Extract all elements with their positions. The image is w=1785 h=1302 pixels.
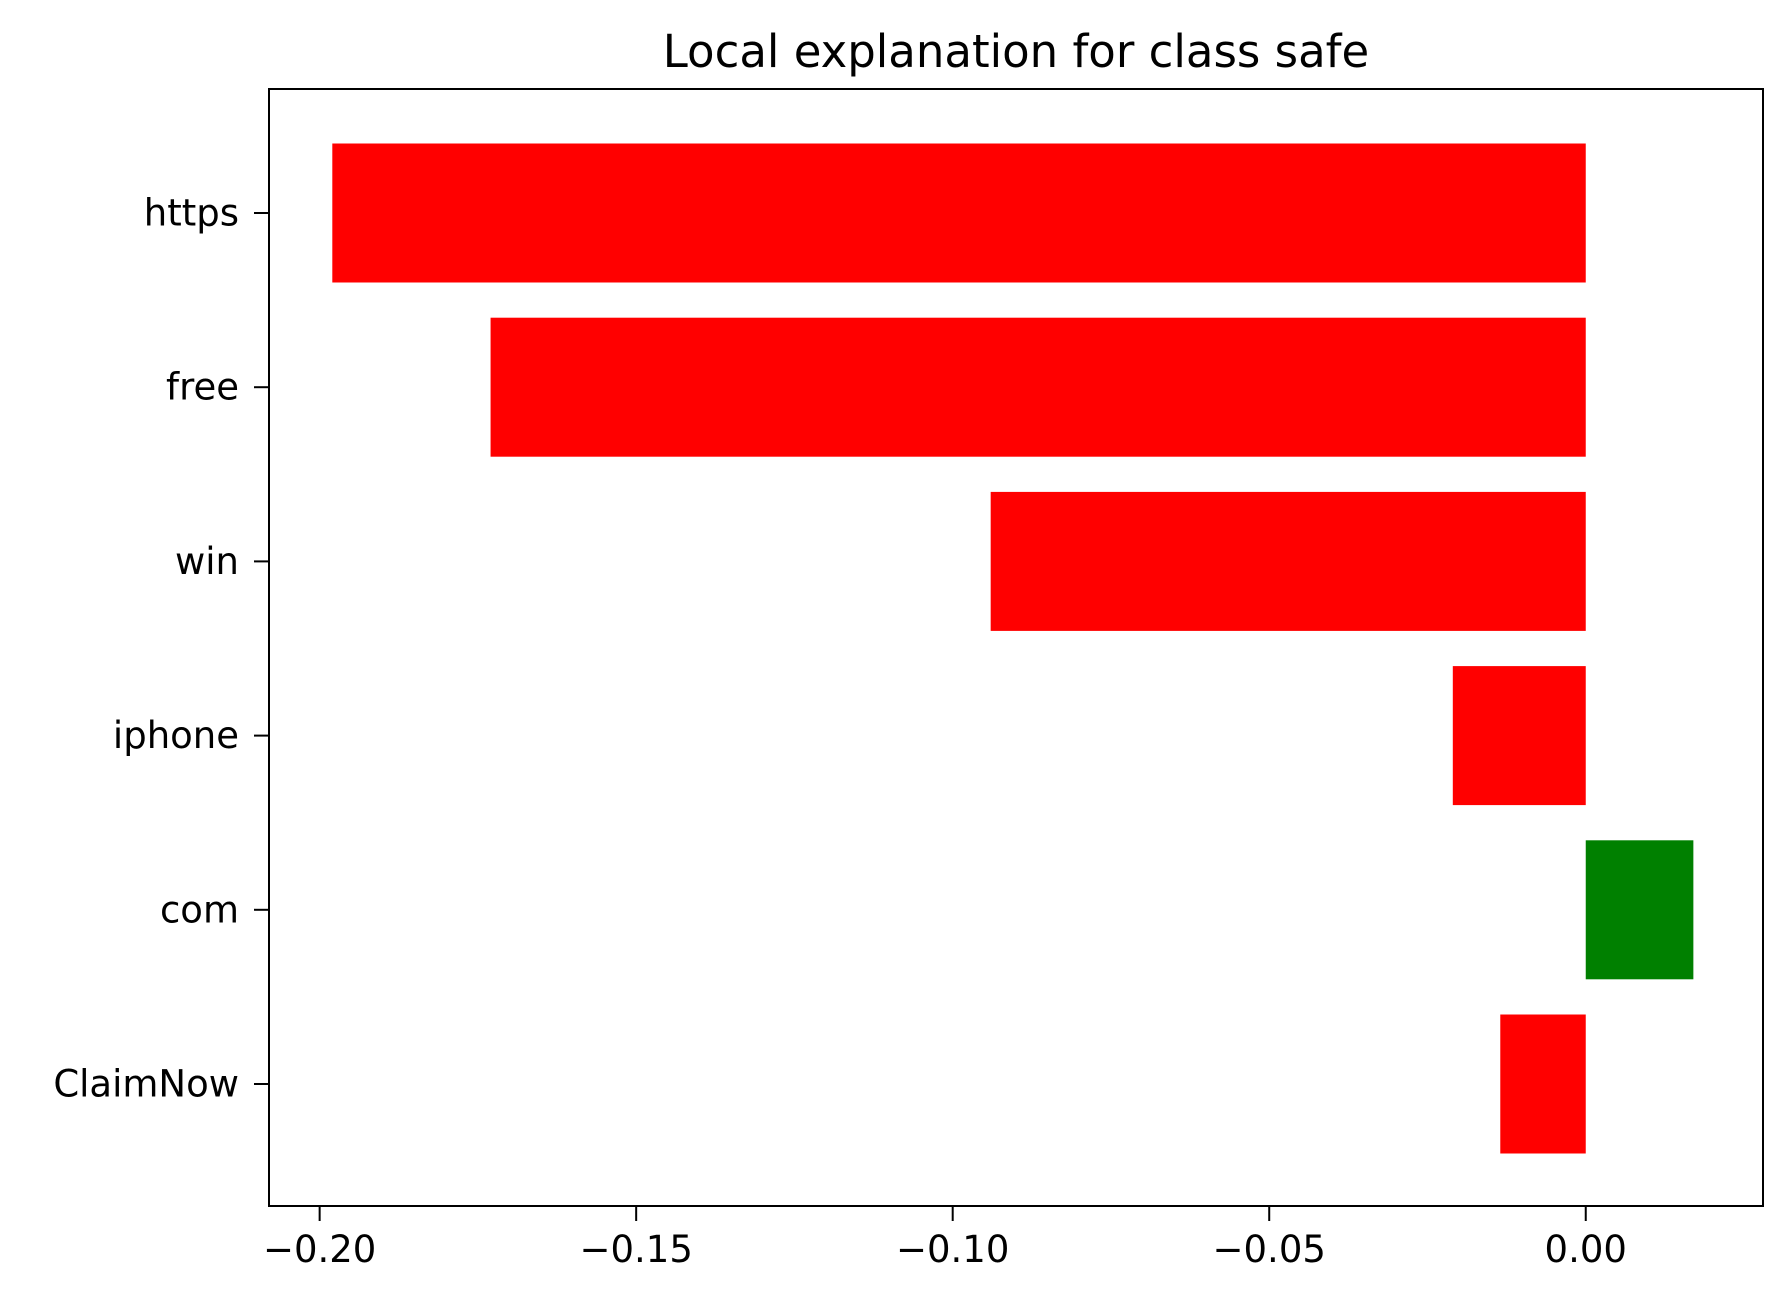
y-tick-label: free bbox=[166, 366, 239, 409]
chart-title: Local explanation for class safe bbox=[663, 25, 1369, 78]
bar-https bbox=[332, 143, 1586, 283]
bar-iphone bbox=[1452, 666, 1586, 806]
y-tick-label: ClaimNow bbox=[53, 1063, 239, 1106]
y-tick-label: iphone bbox=[113, 714, 239, 757]
bar-free bbox=[490, 317, 1586, 457]
x-tick-label: −0.05 bbox=[1213, 1228, 1326, 1271]
bars-layer bbox=[332, 143, 1694, 1154]
axes-layer: https free win iphone com ClaimNow −0.20 −0.15 −… bbox=[53, 192, 1627, 1272]
x-tick-label: −0.20 bbox=[263, 1228, 376, 1271]
bar-ClaimNow bbox=[1500, 1014, 1586, 1154]
y-tick-label: https bbox=[144, 192, 239, 235]
bar-com bbox=[1585, 840, 1694, 980]
x-tick-label: −0.15 bbox=[579, 1228, 692, 1271]
x-tick-label: −0.10 bbox=[896, 1228, 1009, 1271]
plot-frame bbox=[268, 88, 1764, 1207]
y-tick-label: win bbox=[175, 540, 239, 583]
bar-win bbox=[990, 491, 1586, 631]
x-tick-label: 0.00 bbox=[1545, 1228, 1627, 1271]
y-tick-label: com bbox=[160, 888, 239, 931]
